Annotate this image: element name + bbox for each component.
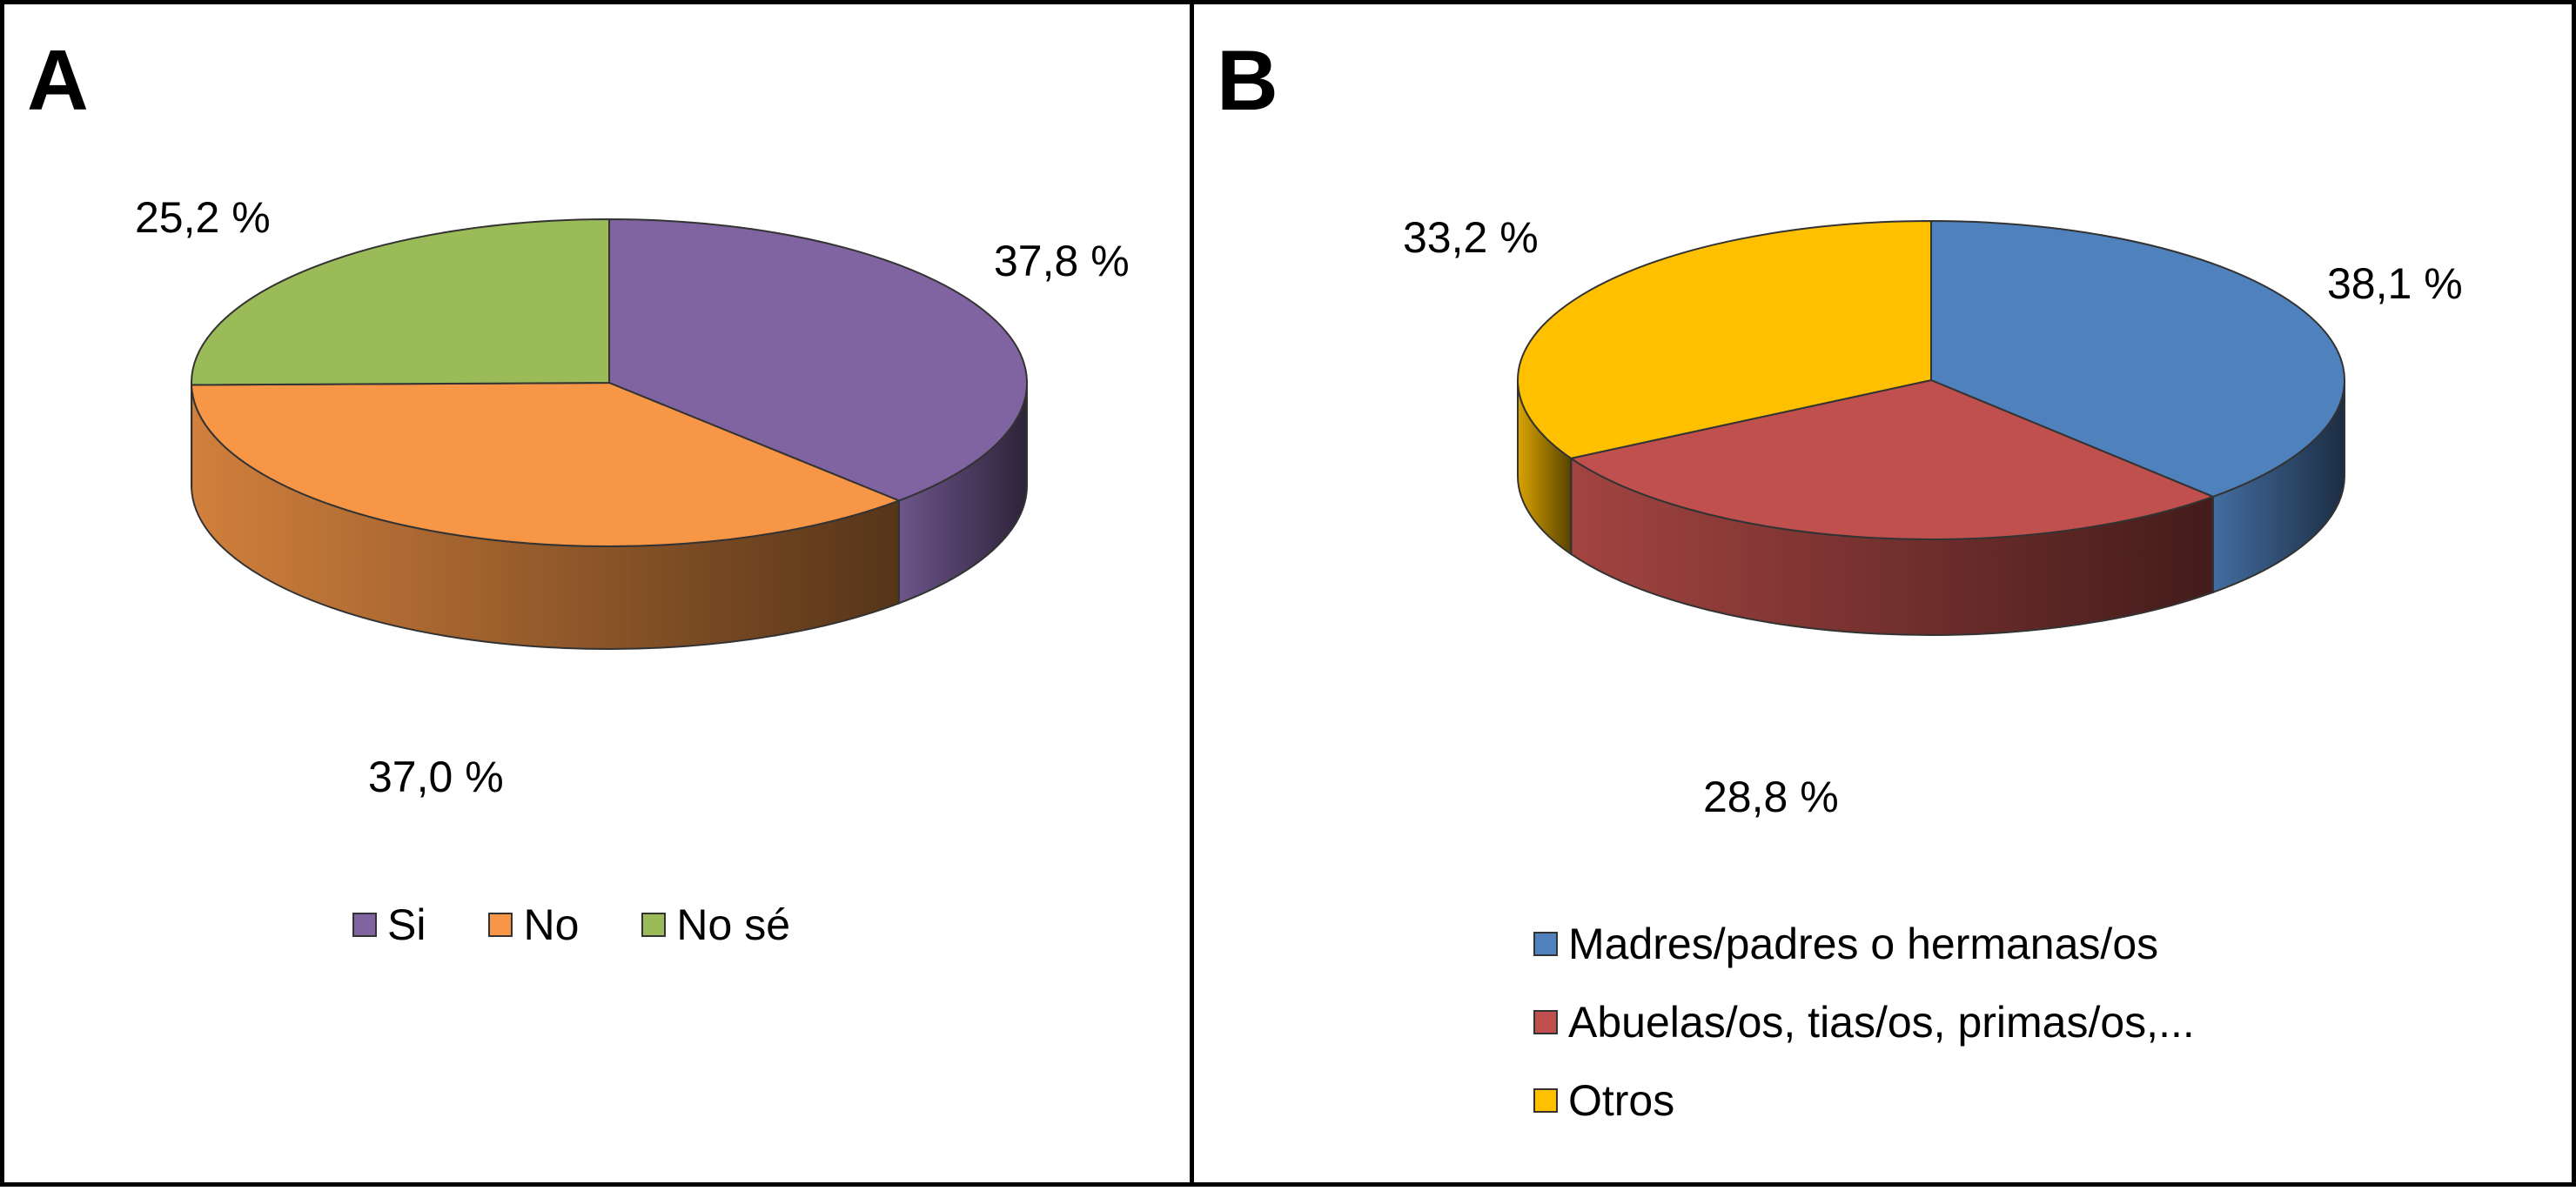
legend-b: Madres/padres o hermanas/os Abuelas/os, … (1533, 905, 2195, 1140)
data-label-otros: 33,2 % (1403, 213, 1539, 262)
legend-label-si: Si (387, 900, 426, 950)
panel-a: A 37,8 %37,0 %25,2 % Si No No sé (0, 0, 1194, 1187)
pie-b-tops (1518, 221, 2345, 539)
legend-item-others: Otros (1533, 1061, 2195, 1140)
legend-swatch-others (1533, 1088, 1558, 1113)
legend-item-parents-siblings: Madres/padres o hermanas/os (1533, 905, 2195, 983)
data-label-no: 37,0 % (368, 753, 504, 801)
pie-a-tops (191, 219, 1027, 546)
panel-b: B 38,1 %28,8 %33,2 % Madres/padres o her… (1190, 0, 2576, 1187)
legend-label-no-se: No sé (676, 900, 790, 950)
data-label-madres-padres-o-hermanas-os: 38,1 % (2327, 259, 2463, 308)
slice-no-se (191, 219, 609, 385)
legend-item-si: Si (352, 894, 426, 955)
legend-item-no-se: No sé (641, 894, 790, 955)
legend-swatch-si (352, 913, 377, 937)
legend-item-no: No (488, 894, 579, 955)
data-label-no-se: 25,2 % (135, 193, 271, 242)
legend-label-parents-siblings: Madres/padres o hermanas/os (1568, 919, 2158, 969)
legend-label-grandparents-relatives: Abuelas/os, tias/os, primas/os,... (1568, 997, 2195, 1047)
data-label-si: 37,8 % (994, 237, 1130, 285)
legend-swatch-no-se (641, 913, 666, 937)
data-label-abuelas-os-tias-os-primas-os: 28,8 % (1703, 773, 1839, 821)
legend-label-no: No (523, 900, 579, 950)
legend-label-others: Otros (1568, 1075, 1674, 1126)
legend-a: Si No No sé (352, 894, 853, 955)
legend-swatch-parents-siblings (1533, 932, 1558, 956)
legend-swatch-no (488, 913, 513, 937)
legend-item-grandparents-relatives: Abuelas/os, tias/os, primas/os,... (1533, 983, 2195, 1061)
pie-chart-a: 37,8 % 37,0 % 25,2 % (4, 4, 1198, 1191)
legend-swatch-grandparents-relatives (1533, 1010, 1558, 1034)
